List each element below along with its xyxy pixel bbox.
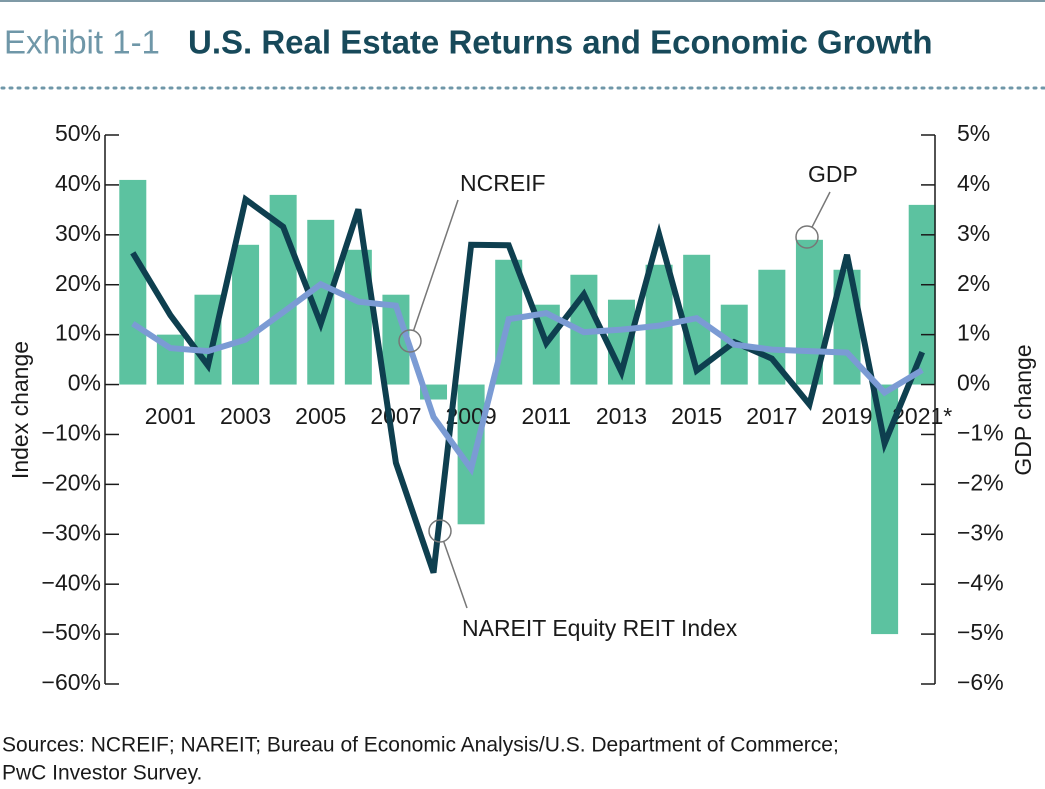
chart-title: U.S. Real Estate Returns and Economic Gr… [188, 24, 932, 61]
x-tick-label: 2019 [821, 403, 872, 429]
x-tick-label: 2005 [295, 403, 346, 429]
bar [119, 179, 147, 385]
series-label: NAREIT Equity REIT Index [462, 615, 738, 641]
bar [232, 244, 260, 385]
y2-tick-label: 4% [957, 170, 990, 196]
y-tick-label: −50% [42, 619, 101, 645]
y2-tick-label: −6% [957, 669, 1004, 695]
x-tick-label: 2013 [596, 403, 647, 429]
source-note: Sources: NCREIF; NAREIT; Bureau of Econo… [2, 734, 839, 757]
series-label: NCREIF [460, 170, 546, 196]
y-axis-label: Index change [7, 341, 33, 479]
bar [194, 294, 222, 385]
y-tick-label: 20% [55, 270, 101, 296]
y-tick-label: −40% [42, 569, 101, 595]
x-tick-label: 2017 [746, 403, 797, 429]
y2-tick-label: −3% [957, 519, 1004, 545]
x-tick-label: 2011 [522, 403, 571, 429]
y2-axis-label: GDP change [1010, 344, 1036, 475]
exhibit-label: Exhibit 1-1 [4, 24, 160, 61]
callout-circle [795, 225, 819, 249]
callout-line [412, 199, 459, 331]
x-tick-label: 2007 [370, 403, 421, 429]
y2-tick-label: −5% [957, 619, 1004, 645]
callout-line [442, 541, 468, 609]
y-tick-label: 30% [55, 220, 101, 246]
y-tick-label: 0% [68, 370, 101, 396]
y2-tick-label: 2% [957, 270, 990, 296]
y2-tick-label: 5% [957, 120, 990, 146]
y-tick-label: 40% [55, 170, 101, 196]
y-tick-label: −60% [42, 669, 101, 695]
y2-tick-label: 1% [957, 320, 990, 346]
series-label: GDP [808, 161, 858, 187]
source-note: PwC Investor Survey. [2, 762, 202, 785]
y-tick-label: −20% [42, 469, 101, 495]
callout-circle [428, 519, 452, 543]
line-series [130, 194, 925, 574]
y-tick-label: 10% [55, 320, 101, 346]
y2-tick-label: 3% [957, 220, 990, 246]
line-series [131, 280, 924, 476]
callout-circle [398, 329, 422, 353]
x-tick-label: 2001 [145, 403, 196, 429]
callout-line [811, 191, 831, 228]
y2-tick-label: −4% [957, 569, 1004, 595]
y2-tick-label: −2% [957, 469, 1004, 495]
x-tick-label: 2015 [671, 403, 722, 429]
y-tick-label: 50% [55, 120, 101, 146]
x-tick-label: 2003 [220, 403, 271, 429]
y-tick-label: −30% [42, 519, 101, 545]
y2-tick-label: −1% [957, 420, 1004, 446]
y-tick-label: −10% [42, 420, 101, 446]
y2-tick-label: 0% [957, 370, 990, 396]
